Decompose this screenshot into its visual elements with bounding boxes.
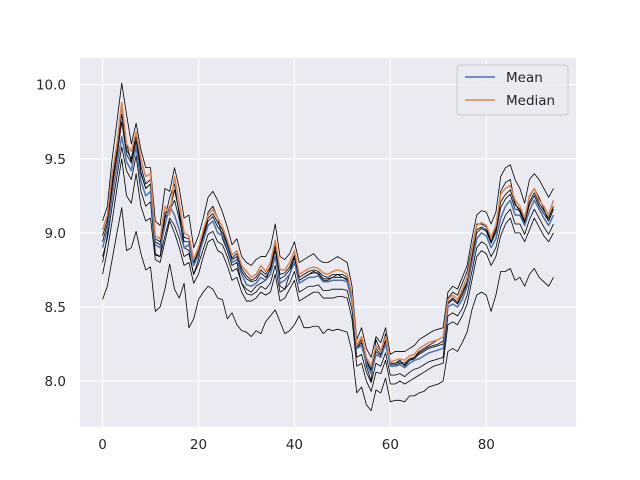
x-tick-label: 40: [286, 437, 303, 453]
y-tick-label: 8.0: [45, 374, 66, 390]
median-line: [101, 101, 555, 367]
mean-line: [101, 135, 555, 375]
band-line-5: [102, 82, 554, 358]
x-tick-label: 60: [382, 437, 399, 453]
legend-label-median: Median: [506, 93, 555, 109]
band-line-8: [102, 207, 554, 412]
x-tick-label: 20: [190, 437, 207, 453]
x-tick-label: 0: [98, 437, 107, 453]
legend: Mean Median: [456, 64, 569, 116]
x-tick-label: 80: [478, 437, 495, 453]
main-lines: [101, 101, 555, 375]
band-line-2: [102, 121, 554, 372]
band-line-7: [102, 158, 554, 392]
y-tick-label: 8.5: [45, 300, 66, 316]
legend-label-mean: Mean: [506, 70, 543, 86]
x-axis: 0 20 40 60 80: [98, 437, 495, 453]
y-tick-label: 9.5: [45, 152, 66, 168]
band-line-4: [102, 146, 554, 383]
y-tick-label: 10.0: [36, 78, 66, 94]
band-lines: [102, 82, 554, 412]
y-axis: 8.0 8.5 9.0 9.5 10.0: [36, 78, 66, 390]
y-tick-label: 9.0: [45, 226, 66, 242]
